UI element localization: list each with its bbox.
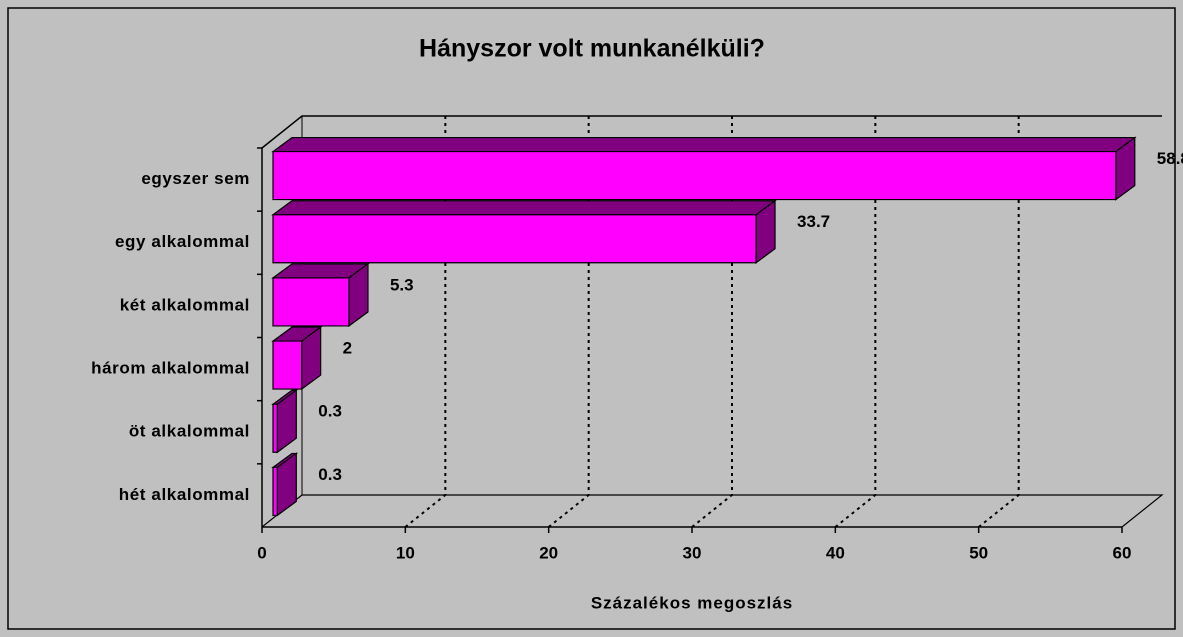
x-tick-label: 20 bbox=[539, 543, 558, 562]
floor-grid-line bbox=[548, 494, 590, 528]
bar bbox=[271, 136, 1137, 201]
floor-grid-line bbox=[834, 494, 876, 528]
bar-front bbox=[272, 214, 757, 264]
chart-title: Hányszor volt munkanélküli? bbox=[419, 35, 765, 63]
chart-border bbox=[7, 7, 1176, 630]
bar-front bbox=[272, 403, 278, 453]
value-label: 0.3 bbox=[318, 402, 342, 421]
x-tick-label: 10 bbox=[396, 543, 415, 562]
x-tick-label: 50 bbox=[969, 543, 988, 562]
bar-top bbox=[271, 200, 777, 216]
bar-top bbox=[271, 136, 1137, 153]
bar bbox=[271, 389, 299, 454]
y-tick-label: öt alkalommal bbox=[129, 422, 250, 441]
value-label: 0.3 bbox=[318, 465, 342, 484]
x-tick-label: 60 bbox=[1113, 543, 1132, 562]
y-tick-label: két alkalommal bbox=[120, 295, 250, 314]
y-tick-label: három alkalommal bbox=[91, 359, 250, 378]
floor-grid-line bbox=[978, 494, 1020, 528]
floor-grid-line bbox=[404, 494, 446, 528]
value-label: 2 bbox=[343, 339, 352, 358]
bar bbox=[271, 325, 323, 391]
bar-front bbox=[272, 277, 350, 327]
x-tick-label: 0 bbox=[257, 543, 266, 562]
y-tick-label: hét alkalommal bbox=[119, 485, 250, 504]
value-label: 58.8 bbox=[1157, 149, 1183, 168]
bar-front bbox=[272, 466, 278, 517]
bar bbox=[271, 452, 299, 517]
value-label: 5.3 bbox=[390, 275, 414, 294]
floor-grid-line bbox=[691, 494, 733, 528]
x-tick-label: 40 bbox=[826, 543, 845, 562]
bar bbox=[271, 262, 370, 328]
bar bbox=[271, 199, 777, 264]
x-axis-label: Százalékos megoszlás bbox=[591, 593, 793, 612]
bar-front bbox=[272, 340, 303, 390]
value-label: 33.7 bbox=[797, 212, 830, 231]
bar-front bbox=[272, 150, 1117, 201]
y-tick-label: egy alkalommal bbox=[115, 232, 250, 251]
x-tick-label: 30 bbox=[683, 543, 702, 562]
y-tick-label: egyszer sem bbox=[141, 169, 250, 188]
